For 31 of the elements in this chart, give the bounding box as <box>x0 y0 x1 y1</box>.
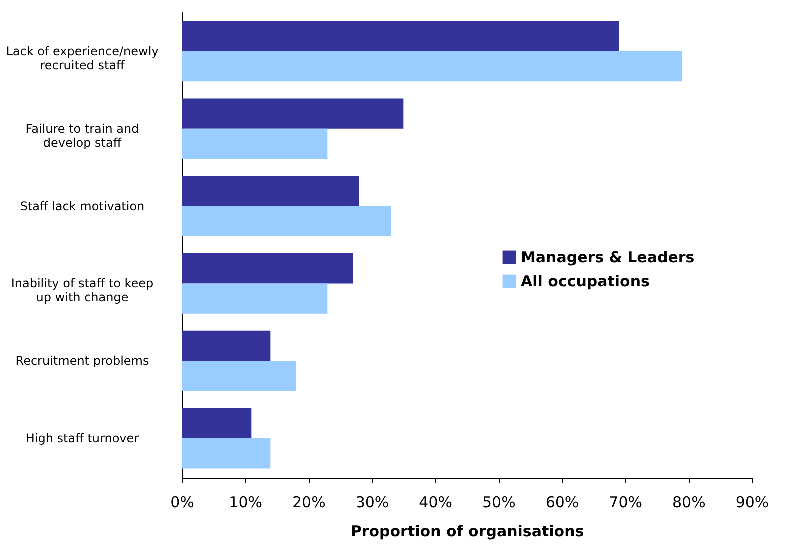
x-tick-label: 0% <box>170 494 194 512</box>
y-tick-label: Failure to train and develop staff <box>26 122 140 150</box>
legend-label: Managers & Leaders <box>521 248 695 266</box>
x-tick-label: 10% <box>229 494 263 512</box>
x-tick-label: 50% <box>482 494 516 512</box>
bar <box>182 21 619 52</box>
y-tick-label: Inability of staff to keep up with change <box>11 276 154 305</box>
x-axis-title: Proportion of organisations <box>350 522 584 540</box>
x-tick-label: 80% <box>672 494 706 512</box>
x-tick-label: 20% <box>292 494 326 512</box>
bar <box>182 128 328 160</box>
bar <box>182 176 360 206</box>
bar <box>182 438 271 469</box>
y-tick-label: High staff turnover <box>26 432 140 446</box>
bar <box>182 51 682 82</box>
bar <box>182 284 328 314</box>
bar <box>182 206 391 236</box>
x-tick-label: 70% <box>609 494 643 512</box>
y-tick-label: Staff lack motivation <box>20 199 145 214</box>
x-tick-label: 40% <box>419 494 453 512</box>
bar <box>182 361 296 392</box>
bar <box>182 408 252 439</box>
x-tick-label: 90% <box>736 494 770 512</box>
y-tick-label: Lack of experience/newly recruited staff <box>6 44 159 72</box>
bar <box>182 330 271 362</box>
x-tick-label: 30% <box>356 494 390 512</box>
bar <box>182 254 353 284</box>
bar <box>182 98 404 129</box>
legend-label: All occupations <box>521 272 650 290</box>
x-tick-label: 60% <box>546 494 580 512</box>
y-tick-label: Recruitment problems <box>16 354 150 368</box>
